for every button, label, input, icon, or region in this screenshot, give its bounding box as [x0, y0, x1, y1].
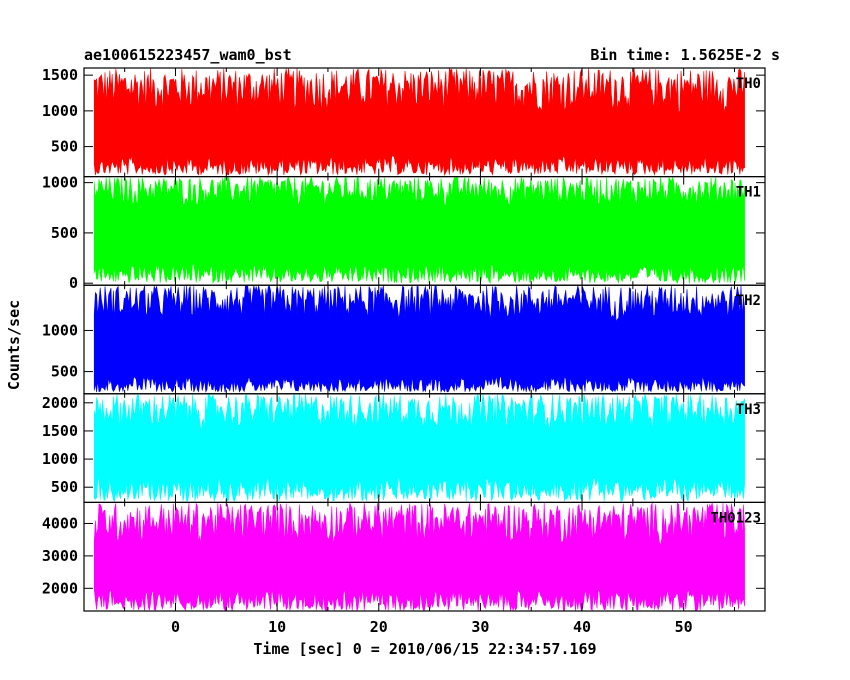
y-tick-label: 500 [51, 478, 78, 496]
y-tick-label: 500 [51, 138, 78, 156]
x-tick-label: 0 [171, 618, 180, 636]
panels-group: 500 1000 1500 TH0 0 500 1000 TH1 500 1000 TH2 500 10… [42, 66, 766, 612]
panel-th0: 500 1000 1500 TH0 [42, 66, 766, 178]
panel-th2: 500 1000 TH2 [42, 284, 766, 395]
x-axis-label: Time [sec] 0 = 2010/06/15 22:34:57.169 [253, 640, 596, 658]
y-tick-label: 1500 [42, 422, 78, 440]
x-tick-label: 30 [471, 618, 489, 636]
y-tick-label: 1000 [42, 321, 78, 339]
bin-time-label: Bin time: 1.5625E-2 s [590, 46, 780, 64]
y-tick-label: 2000 [42, 579, 78, 597]
y-tick-label: 1500 [42, 66, 78, 84]
x-tick-label: 50 [675, 618, 693, 636]
x-axis: 0 10 20 30 40 50 [171, 618, 693, 636]
panel-label: TH2 [736, 293, 761, 309]
panel-label: TH3 [736, 402, 761, 418]
panel-frame [83, 501, 766, 612]
x-tick-label: 10 [268, 618, 286, 636]
series-th0123 [93, 502, 745, 612]
panel-th3: 500 1000 1500 2000 TH3 [42, 392, 766, 503]
panel-th1: 0 500 1000 TH1 [42, 174, 766, 292]
y-tick-label: 2000 [42, 394, 78, 412]
series-th1 [93, 175, 745, 284]
panel-th0123: 2000 3000 4000 TH0123 [42, 501, 766, 612]
y-tick-label: 1000 [42, 102, 78, 120]
y-tick-label: 1000 [42, 450, 78, 468]
panel-label: TH1 [736, 185, 761, 201]
series-th3 [93, 392, 745, 502]
series-th2 [93, 285, 745, 394]
panel-label: TH0123 [710, 510, 761, 526]
y-tick-label: 3000 [42, 547, 78, 565]
series-th0 [93, 67, 745, 177]
panel-label: TH0 [736, 76, 761, 92]
y-tick-label: 500 [51, 224, 78, 242]
y-tick-label: 1000 [42, 174, 78, 192]
y-tick-label: 4000 [42, 514, 78, 532]
x-tick-label: 20 [370, 618, 388, 636]
x-tick-label: 40 [573, 618, 591, 636]
y-tick-label: 0 [69, 274, 78, 292]
y-axis-label: Counts/sec [5, 300, 23, 390]
chart-title: ae100615223457_wam0_bst [84, 46, 292, 64]
y-tick-label: 500 [51, 363, 78, 381]
